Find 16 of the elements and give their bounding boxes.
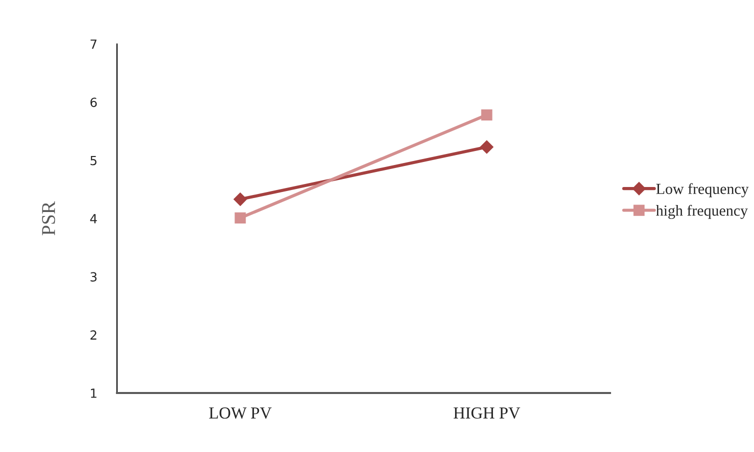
point [480,140,494,154]
y-tick-label: 2 [90,330,96,340]
y-tick-label: 7 [90,40,96,49]
y-tick-label: 4 [90,214,97,224]
y-tick-label: 3 [90,272,97,282]
point [481,109,492,121]
y-tick-label: 1 [90,388,96,398]
legend-label: Low frequency [656,183,749,198]
legend-label: high frequency [656,204,748,219]
y-axis-title: PSR [42,201,56,236]
x-tick-label: HIGH PV [454,407,520,419]
x-tick-label: LOW PV [209,407,272,419]
point [234,212,246,224]
point [234,192,247,206]
y-tick-label: 5 [90,156,96,166]
y-tick-label: 6 [90,98,97,108]
